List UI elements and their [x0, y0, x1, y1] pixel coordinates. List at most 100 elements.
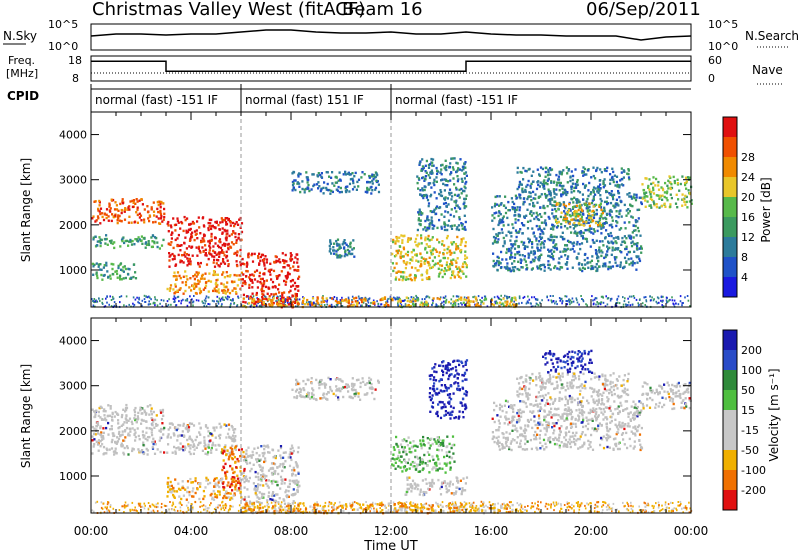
- scatter-cell: [520, 240, 523, 244]
- scatter-cell: [285, 260, 288, 263]
- scatter-cell: [248, 276, 251, 279]
- scatter-cell: [130, 420, 133, 423]
- scatter-cell: [550, 233, 553, 237]
- scatter-cell: [291, 303, 294, 307]
- scatter-cell: [362, 299, 365, 302]
- scatter-cell: [670, 186, 674, 190]
- scatter-cell: [431, 210, 434, 214]
- scatter-cell: [594, 297, 597, 300]
- scatter-cell: [626, 193, 629, 196]
- scatter-cell: [91, 452, 94, 455]
- scatter-cell: [532, 180, 535, 183]
- scatter-cell: [223, 218, 226, 222]
- scatter-cell: [450, 298, 453, 301]
- cpid-segment-label: normal (fast) 151 IF: [245, 93, 364, 107]
- scatter-cell: [132, 201, 135, 204]
- scatter-cell: [168, 265, 171, 268]
- scatter-cell: [421, 212, 424, 215]
- scatter-cell: [364, 190, 367, 194]
- scatter-cell: [221, 303, 223, 306]
- scatter-cell: [155, 503, 158, 506]
- scatter-cell: [235, 260, 238, 263]
- scatter-cell: [427, 204, 430, 208]
- scatter-cell: [563, 210, 566, 213]
- scatter-cell: [610, 192, 613, 196]
- scatter-cell: [565, 213, 569, 216]
- scatter-cell: [450, 198, 453, 201]
- scatter-cell: [590, 210, 593, 213]
- scatter-cell: [665, 191, 669, 195]
- scatter-cell: [515, 235, 518, 239]
- scatter-cell: [626, 172, 629, 175]
- scatter-cell: [459, 276, 462, 280]
- scatter-cell: [401, 241, 404, 244]
- scatter-cell: [152, 504, 155, 507]
- scatter-cell: [281, 291, 284, 295]
- scatter-cell: [291, 278, 294, 282]
- scatter-cell: [394, 278, 397, 281]
- scatter-cell: [214, 226, 217, 229]
- scatter-cell: [430, 186, 433, 189]
- scatter-cell: [107, 219, 110, 222]
- scatter-cell: [143, 410, 147, 414]
- scatter-cell: [210, 502, 212, 505]
- scatter-cell: [609, 201, 613, 205]
- scatter-cell: [690, 199, 693, 202]
- scatter-cell: [684, 183, 687, 187]
- scatter-cell: [253, 270, 257, 274]
- scatter-cell: [457, 295, 460, 298]
- scatter-cell: [623, 256, 627, 260]
- scatter-cell: [452, 508, 455, 511]
- scatter-cell: [353, 175, 356, 178]
- scatter-cell: [604, 262, 607, 265]
- scatter-cell: [514, 240, 517, 243]
- scatter-cell: [580, 231, 583, 234]
- scatter-cell: [374, 502, 377, 505]
- scatter-cell: [329, 240, 332, 244]
- scatter-cell: [172, 217, 175, 220]
- scatter-cell: [667, 503, 670, 506]
- scatter-cell: [238, 504, 241, 507]
- scatter-cell: [564, 220, 568, 224]
- scatter-cell: [135, 198, 138, 201]
- scatter-cell: [557, 502, 560, 505]
- scatter-cell: [148, 300, 150, 303]
- scatter-cell: [119, 278, 122, 281]
- scatter-cell: [443, 215, 446, 218]
- scatter-cell: [219, 251, 222, 254]
- scatter-cell: [395, 249, 398, 253]
- scatter-cell: [616, 221, 619, 224]
- scatter-cell: [297, 277, 300, 280]
- scatter-cell: [432, 164, 435, 167]
- scatter-cell: [264, 296, 267, 299]
- scatter-cell: [581, 266, 585, 270]
- scatter-cell: [122, 423, 125, 426]
- scatter-cell: [98, 236, 101, 239]
- scatter-cell: [630, 261, 633, 265]
- scatter-cell: [546, 296, 548, 299]
- scatter-cell: [559, 181, 562, 185]
- scatter-cell: [599, 194, 602, 197]
- scatter-cell: [242, 300, 245, 304]
- scatter-cell: [584, 504, 586, 507]
- scatter-cell: [625, 214, 628, 217]
- scatter-cell: [590, 191, 593, 194]
- scatter-cell: [590, 264, 593, 268]
- scatter-cell: [291, 294, 294, 297]
- scatter-cell: [462, 202, 465, 206]
- scatter-cell: [589, 245, 592, 248]
- scatter-cell: [111, 438, 114, 442]
- scatter-cell: [556, 267, 559, 270]
- scatter-cell: [359, 297, 362, 300]
- scatter-cell: [310, 301, 313, 305]
- scatter-cell: [278, 258, 281, 261]
- scatter-cell: [143, 294, 146, 297]
- scatter-cell: [514, 266, 517, 269]
- scatter-cell: [632, 229, 636, 232]
- scatter-cell: [673, 299, 676, 302]
- scatter-cell: [270, 268, 273, 271]
- scatter-cell: [584, 237, 587, 241]
- scatter-cell: [401, 239, 404, 242]
- scatter-cell: [662, 295, 664, 298]
- scatter-cell: [186, 304, 189, 307]
